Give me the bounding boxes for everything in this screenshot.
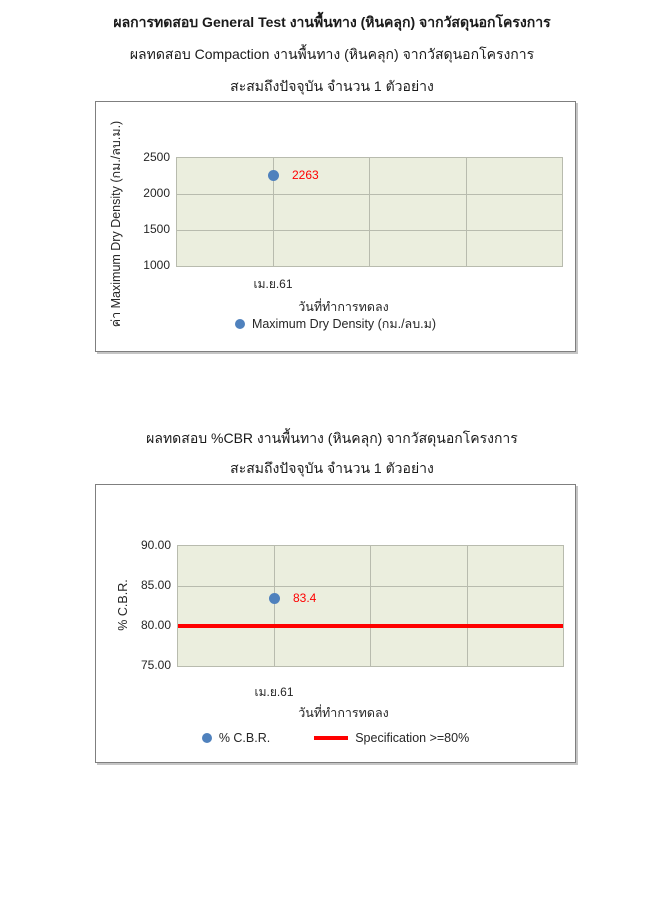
chart2-legend-spec-label: Specification >=80% — [355, 731, 470, 745]
cbr-sample-count: สะสมถึงปัจจุบัน จำนวน 1 ตัวอย่าง — [230, 460, 434, 476]
chart1-xtick: เม.ย.61 — [253, 277, 293, 291]
chart2-horizontal-gridline — [178, 586, 563, 587]
legend-line-marker-icon — [314, 736, 349, 740]
chart1-vertical-gridline — [369, 158, 370, 266]
chart1-ytick-2500: 2500 — [143, 150, 170, 164]
chart1-legend-label: Maximum Dry Density (กม./ลบ.ม) — [251, 317, 437, 331]
chart1-legend: Maximum Dry Density (กม./ลบ.ม) — [96, 314, 575, 334]
chart2-x-axis-title: วันที่ทำการทดลง — [298, 706, 389, 720]
chart2-data-point-marker — [269, 593, 280, 604]
legend-dot-marker-icon — [201, 733, 212, 743]
chart1-data-point-marker — [268, 170, 279, 181]
chart2-vertical-gridline — [274, 546, 275, 666]
chart1-horizontal-gridline — [177, 194, 562, 195]
compaction-sample-count: สะสมถึงปัจจุบัน จำนวน 1 ตัวอย่าง — [230, 78, 434, 94]
chart2-ytick-75: 75.00 — [140, 658, 171, 672]
chart1-ytick-2000: 2000 — [143, 186, 170, 200]
chart1-data-point-label: 2263 — [292, 168, 319, 182]
chart1-x-axis-title: วันที่ทำการทดลง — [298, 300, 389, 314]
chart1-ytick-1500: 1500 — [143, 222, 170, 236]
chart2-specification-line — [178, 624, 563, 628]
chart1-vertical-gridline — [273, 158, 274, 266]
chart2-plot-area: 83.4 — [177, 545, 564, 667]
cbr-chart: % C.B.R. 90.00 85.00 80.00 75.00 83.4 เม… — [95, 484, 576, 763]
chart2-ytick-85: 85.00 — [140, 578, 171, 592]
compaction-chart: ค่า Maximum Dry Density (กม./ลบ.ม.) 2500… — [95, 101, 576, 352]
legend-dot-marker-icon — [234, 319, 245, 329]
chart2-vertical-gridline — [467, 546, 468, 666]
compaction-section-title: ผลทดสอบ Compaction งานพื้นทาง (หินคลุก) … — [129, 46, 535, 62]
cbr-section-title: ผลทดสอบ %CBR งานพื้นทาง (หินคลุก) จากวัส… — [146, 430, 518, 446]
chart1-vertical-gridline — [466, 158, 467, 266]
chart2-ytick-90: 90.00 — [140, 538, 171, 552]
chart2-xtick: เม.ย.61 — [254, 685, 294, 699]
chart2-data-point-label: 83.4 — [293, 591, 317, 605]
chart1-horizontal-gridline — [177, 230, 562, 231]
report-title: ผลการทดสอบ General Test งานพื้นทาง (หินค… — [113, 14, 551, 30]
chart2-legend: % C.B.R. Specification >=80% — [96, 731, 575, 745]
chart1-ytick-1000: 1000 — [143, 258, 170, 272]
chart2-legend-series-label: % C.B.R. — [218, 731, 271, 745]
chart2-ytick-80: 80.00 — [140, 618, 171, 632]
chart1-plot-area: 2263 — [176, 157, 563, 267]
chart2-vertical-gridline — [370, 546, 371, 666]
